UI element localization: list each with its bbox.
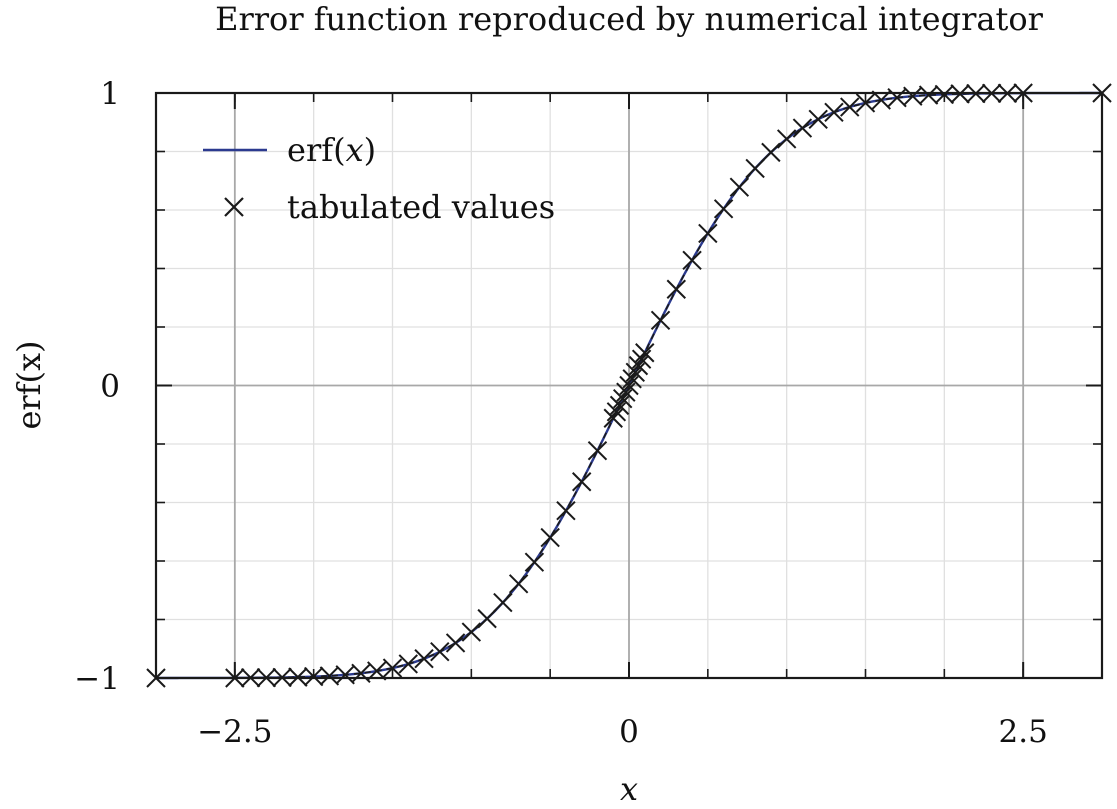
tabulated-point [628, 355, 649, 376]
tabulated-point [650, 310, 671, 330]
x-tick-label: −2.5 [197, 714, 272, 750]
tabulated-point [729, 177, 750, 197]
tabulated-point [792, 118, 813, 138]
tabulated-point [776, 129, 797, 149]
tabulated-point [335, 665, 355, 685]
tabulated-point [808, 109, 828, 130]
tabulated-point [461, 622, 482, 642]
tabulated-point [855, 93, 876, 113]
legend: erf(x) tabulated values [203, 131, 555, 226]
tabulated-point [824, 102, 844, 123]
tabulated-point [713, 199, 734, 219]
legend-label-tabulated: tabulated values [287, 188, 555, 226]
tabulated-point [666, 279, 687, 299]
tabulated-point [351, 663, 371, 684]
tabulated-point [631, 349, 652, 369]
y-tick-label: 1 [100, 76, 120, 112]
tabulated-point [508, 574, 529, 594]
tabulated-point [918, 85, 939, 105]
tabulated-point [477, 608, 497, 629]
tabulated-point [698, 223, 718, 244]
tabulated-point [430, 641, 450, 662]
x-tick-label: 2.5 [999, 714, 1048, 750]
tabulated-point [761, 142, 781, 163]
legend-label-erf: erf(x) [287, 131, 376, 169]
legend-marker-swatch [224, 197, 244, 217]
tabulated-point [635, 343, 655, 363]
chart-title: Error function reproduced by numerical i… [215, 0, 1044, 38]
tabulated-point [606, 402, 627, 422]
y-tick-label: 0 [100, 369, 120, 405]
tabulated-point [524, 552, 545, 572]
tabulated-point [414, 648, 434, 669]
ticks [155, 92, 1103, 679]
x-axis-label: x [620, 770, 638, 805]
tabulated-point [619, 375, 639, 396]
tick-labels: −2.5 0 2.5 −1 0 1 [74, 76, 1048, 750]
tabulated-point [903, 86, 923, 106]
tabulated-point [556, 500, 576, 521]
tabulated-point [493, 592, 513, 613]
tabulated-point [622, 369, 642, 389]
tabulated-point [612, 388, 633, 409]
tabulated-point [587, 441, 608, 461]
tabulated-point [603, 408, 623, 428]
y-tick-label: −1 [74, 661, 120, 697]
tabulated-point [745, 158, 765, 179]
tabulated-point [319, 666, 340, 686]
tabulated-point [571, 472, 592, 492]
tabulated-point [616, 382, 636, 402]
tabulated-point [840, 97, 860, 117]
tabulated-point [625, 362, 646, 383]
tabulated-point [445, 633, 466, 653]
x-tick-label: 0 [619, 714, 639, 750]
tabulated-point [540, 527, 560, 548]
tabulated-point [609, 395, 630, 416]
tabulated-point [887, 87, 907, 108]
tabulated-point [682, 250, 702, 271]
tabulated-point [382, 658, 403, 678]
y-axis-label: erf(x) [10, 340, 48, 429]
tabulated-point [398, 654, 418, 674]
